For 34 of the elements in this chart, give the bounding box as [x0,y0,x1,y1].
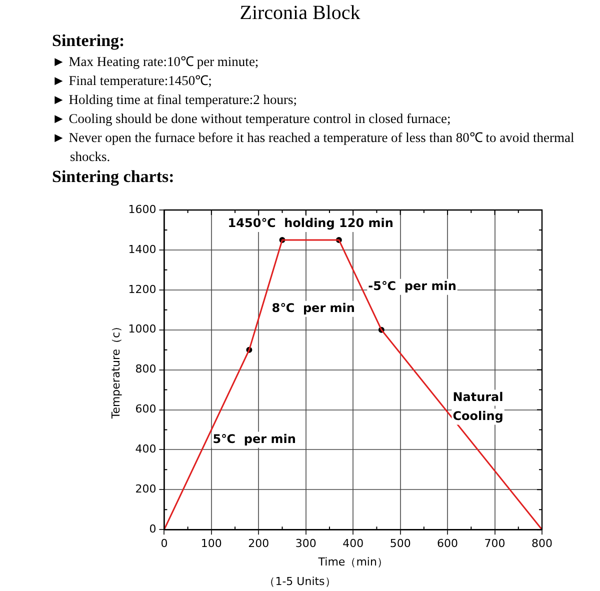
y-tick-label: 1400 [128,242,156,256]
y-tick-label: 1600 [128,202,156,216]
text: ► Never open the furnace before it has reached a temperature of less than 80℃ to avoid thermal shocks. [52,129,576,166]
chart-title: Zirconia Block [238,2,362,25]
y-tick-label: 200 [135,482,156,496]
text: ► Max Heating rate:10℃ per minute; [52,53,260,71]
x-tick-label: 0 [160,537,168,550]
x-axis-title: Time（min） [317,555,388,568]
y-tick-label: 400 [135,442,156,456]
text: ► Cooling should be done without temperature control in closed furnace; [52,110,452,128]
x-tick-label: 400 [342,537,364,550]
annotation: -5℃ per min [368,279,456,294]
text: ► Holding time at final temperature:2 hours; [52,91,298,109]
text: （1-5 Units） [263,574,337,589]
x-tick-label: 300 [295,537,316,550]
y-tick-label: 600 [135,402,156,416]
annotation: 8℃ per min [272,301,355,316]
text: Sintering: [52,30,126,52]
annotation: Natural Cooling [452,390,504,423]
annotation: 1450℃ holding 120 min [228,216,394,230]
y-tick-label: 0 [149,522,156,536]
y-tick-label: 800 [135,362,156,376]
x-tick-label: 600 [437,537,458,550]
text: ► Final temperature:1450℃; [52,72,213,90]
x-tick-label: 800 [532,537,552,550]
x-tick-label: 200 [248,537,270,550]
y-axis-title: Temperature（c） [109,320,122,420]
y-tick-label: 1200 [128,282,156,296]
annotation: 5℃ per min [212,432,296,446]
x-tick-label: 100 [200,537,222,550]
x-tick-label: 700 [484,537,506,550]
text: Sintering charts: [52,166,176,188]
x-tick-label: 500 [390,537,411,550]
y-tick-label: 1000 [128,322,156,336]
